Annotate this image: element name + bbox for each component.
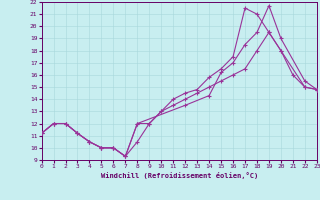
X-axis label: Windchill (Refroidissement éolien,°C): Windchill (Refroidissement éolien,°C) (100, 172, 258, 179)
